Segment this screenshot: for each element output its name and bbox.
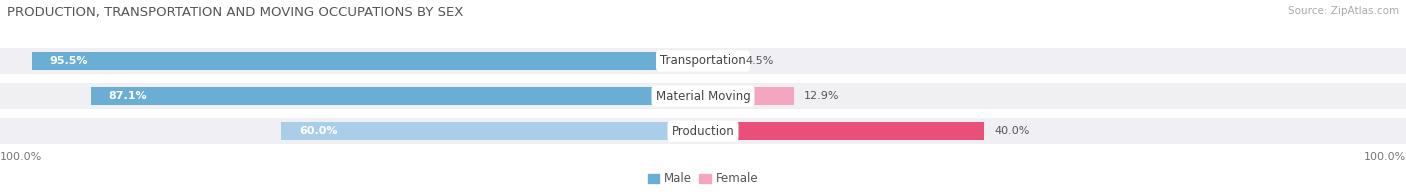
Bar (703, 52, 734, 70)
Legend: Male, Female: Male, Female (643, 168, 763, 190)
Bar (0, 119, 1406, 144)
Text: Transportation: Transportation (661, 54, 745, 67)
Text: Production: Production (672, 125, 734, 138)
Bar (91, 87, 703, 105)
Bar (703, 87, 793, 105)
Text: 4.5%: 4.5% (745, 56, 773, 66)
Text: 100.0%: 100.0% (1364, 152, 1406, 162)
Text: PRODUCTION, TRANSPORTATION AND MOVING OCCUPATIONS BY SEX: PRODUCTION, TRANSPORTATION AND MOVING OC… (7, 6, 464, 19)
Text: 95.5%: 95.5% (49, 56, 87, 66)
Bar (0, 83, 1406, 109)
Text: 12.9%: 12.9% (804, 91, 839, 101)
Text: 87.1%: 87.1% (108, 91, 146, 101)
Bar (31, 52, 703, 70)
Bar (703, 122, 984, 140)
Text: 60.0%: 60.0% (298, 126, 337, 136)
Text: 100.0%: 100.0% (0, 152, 42, 162)
Text: Source: ZipAtlas.com: Source: ZipAtlas.com (1288, 6, 1399, 16)
Text: 40.0%: 40.0% (995, 126, 1031, 136)
Bar (281, 122, 703, 140)
Text: Material Moving: Material Moving (655, 90, 751, 103)
Bar (0, 48, 1406, 74)
